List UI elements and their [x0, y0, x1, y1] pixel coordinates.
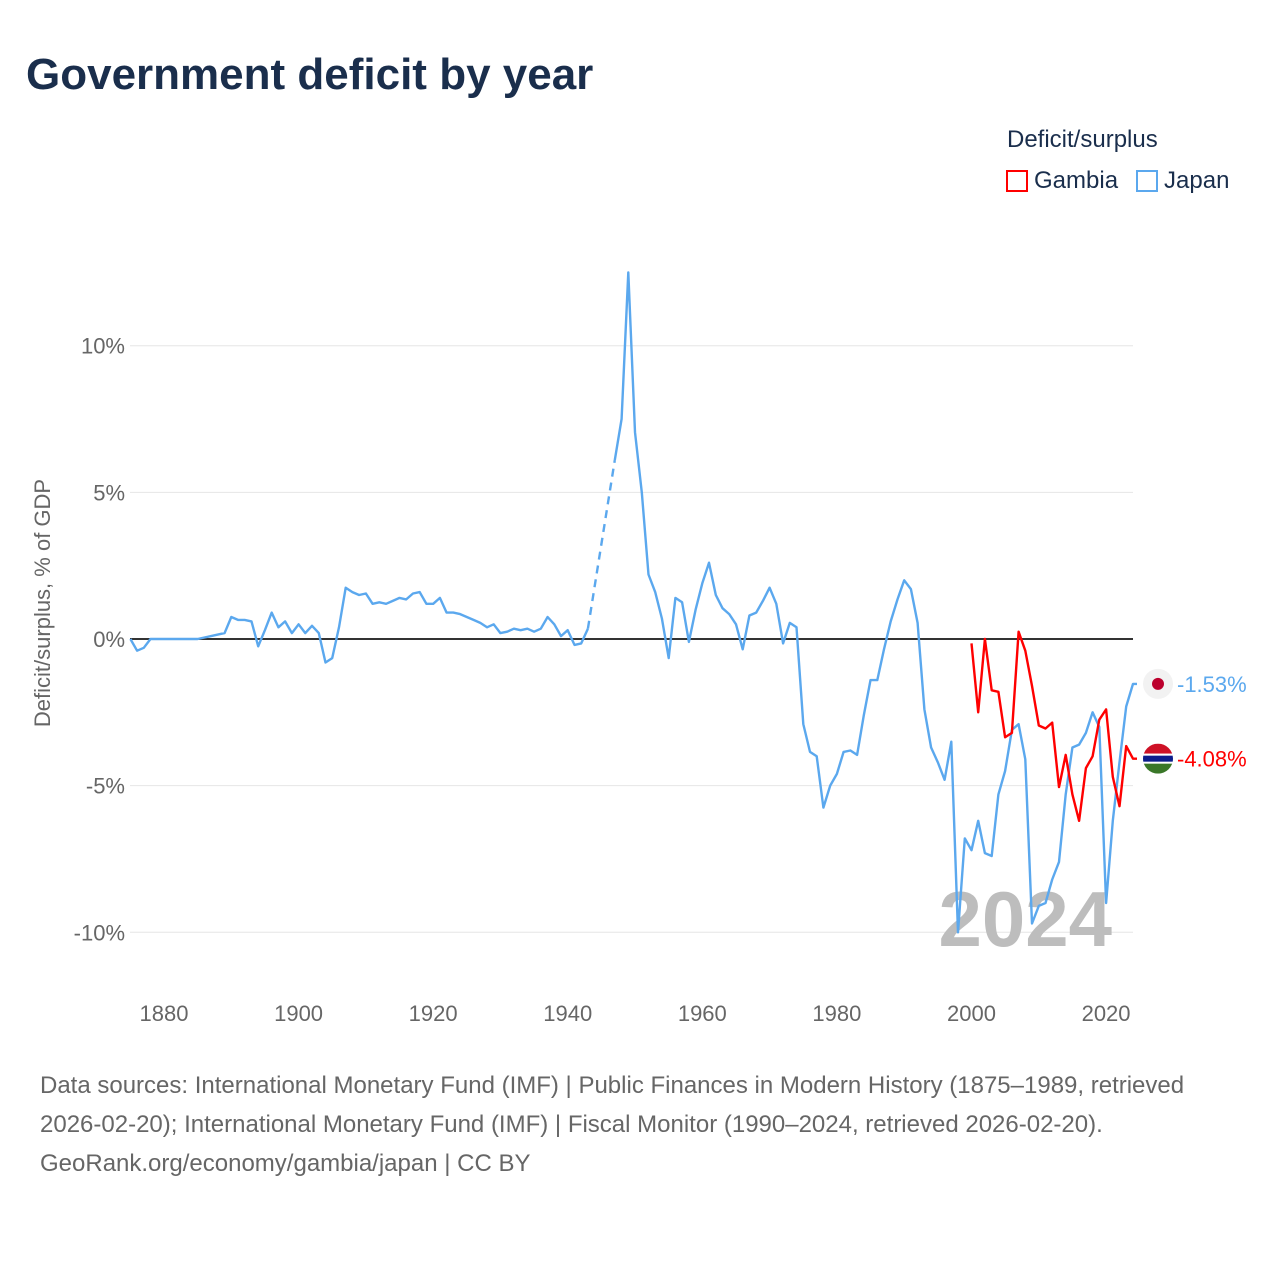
legend-item-japan[interactable]: Japan — [1136, 167, 1229, 195]
legend-swatch-japan — [1136, 170, 1159, 192]
page-title: Government deficit by year — [26, 50, 594, 99]
year-watermark: 2024 — [938, 875, 1112, 963]
x-tick-label: 1920 — [409, 1001, 458, 1026]
line-chart: 10% 5% 0% -5% -10% 1880 1900 1920 1940 1960 1980 20… — [30, 271, 1247, 1026]
y-tick-label: -10% — [74, 920, 125, 945]
flag-icon-japan — [1143, 668, 1173, 699]
legend-label: Gambia — [1034, 167, 1119, 194]
data-sources: Data sources: International Monetary Fun… — [40, 1072, 1185, 1138]
legend-swatch-gambia — [1006, 170, 1028, 192]
end-value-label-gambia: -4.08% — [1177, 747, 1247, 772]
legend-item-gambia[interactable]: Gambia — [1006, 167, 1118, 195]
x-tick-label: 1880 — [140, 1001, 189, 1026]
legend: Gambia Japan — [1006, 167, 1229, 195]
credit-link[interactable]: GeoRank.org/economy/gambia/japan | CC BY — [40, 1150, 531, 1177]
x-tick-label: 1980 — [812, 1001, 861, 1026]
end-value-label-japan: -1.53% — [1177, 672, 1247, 697]
footer: Data sources: International Monetary Fun… — [40, 1066, 1240, 1183]
series-gap-japan — [586, 459, 616, 629]
x-tick-label: 1940 — [543, 1001, 592, 1026]
legend-label: Japan — [1164, 167, 1230, 194]
y-axis-label: Deficit/surplus, % of GDP — [30, 479, 55, 727]
x-tick-label: 2020 — [1082, 1001, 1131, 1026]
x-tick-label: 2000 — [947, 1001, 996, 1026]
series-line-japan — [613, 271, 1137, 934]
x-tick-label: 1960 — [678, 1001, 727, 1026]
x-tick-label: 1900 — [274, 1001, 323, 1026]
y-tick-label: -5% — [86, 774, 125, 799]
y-tick-label: 10% — [81, 334, 125, 359]
flag-icon-gambia — [1143, 743, 1173, 774]
series-line-japan — [129, 586, 589, 664]
y-tick-label: 0% — [93, 627, 125, 652]
y-tick-label: 5% — [93, 480, 125, 505]
legend-title: Deficit/surplus — [1007, 126, 1158, 153]
series-line-gambia — [970, 630, 1137, 822]
